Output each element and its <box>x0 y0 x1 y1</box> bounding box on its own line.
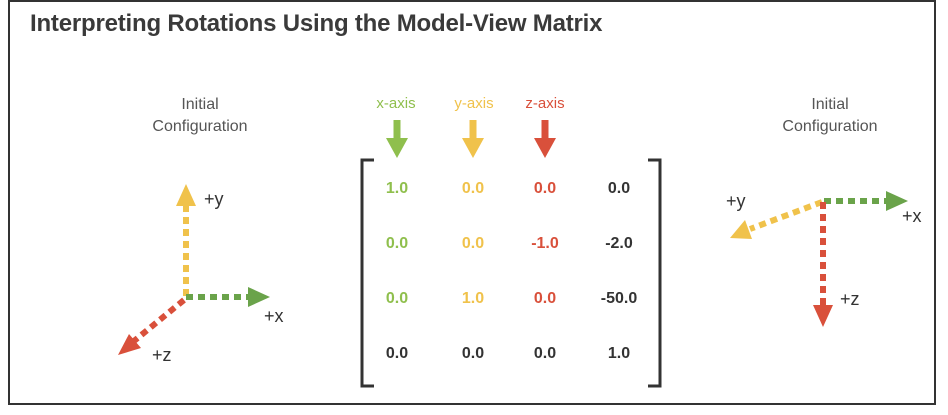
right-y-axis-label: +y <box>726 191 746 211</box>
z-axis-header-arrow <box>534 120 556 158</box>
right-z-axis-label: +z <box>840 289 860 309</box>
matrix-cell-r2-c4: -2.0 <box>605 235 633 252</box>
matrix-cell-r2-c1: 0.0 <box>385 235 409 252</box>
right-x-axis-arrow <box>824 191 908 211</box>
left-caption-line1: Initial <box>181 96 219 113</box>
y-axis-header-arrow <box>462 120 484 158</box>
right-y-axis-arrow <box>730 199 824 239</box>
matrix-cell-r1-c3: 0.0 <box>533 180 557 197</box>
col-header-y-axis: y-axis <box>454 95 494 112</box>
right-z-axis-arrow <box>813 202 833 327</box>
matrix-cell-r1-c1: 1.0 <box>385 180 409 197</box>
right-caption-line1: Initial <box>811 96 849 113</box>
matrix-cell-r1-c4: 0.0 <box>607 180 631 197</box>
matrix-cell-r3-c3: 0.0 <box>533 290 557 307</box>
diagram-frame: Interpreting Rotations Using the Model-V… <box>8 0 936 405</box>
matrix-cell-r4-c2: 0.0 <box>461 345 485 362</box>
left-caption-line2: Configuration <box>152 118 248 135</box>
matrix-right-bracket <box>648 158 662 388</box>
matrix-cell-r4-c4: 1.0 <box>607 345 631 362</box>
matrix-cell-r3-c2: 1.0 <box>461 290 485 307</box>
left-x-axis-label: +x <box>264 306 284 326</box>
matrix-cell-r2-c2: 0.0 <box>461 235 485 252</box>
col-header-z-axis: z-axis <box>525 95 565 112</box>
matrix-cell-r4-c1: 0.0 <box>385 345 409 362</box>
x-axis-header-arrow <box>386 120 408 158</box>
left-x-axis-arrow <box>186 287 270 307</box>
left-z-axis-label: +z <box>152 345 172 365</box>
right-x-axis-label: +x <box>902 206 922 226</box>
matrix-cell-r3-c1: 0.0 <box>385 290 409 307</box>
right-caption-line2: Configuration <box>782 118 878 135</box>
matrix-cell-r2-c3: -1.0 <box>531 235 559 252</box>
matrix-left-bracket <box>360 158 374 388</box>
left-y-axis-label: +y <box>204 189 224 209</box>
matrix-cell-r3-c4: -50.0 <box>600 290 638 307</box>
page-title: Interpreting Rotations Using the Model-V… <box>30 10 603 37</box>
matrix-cell-r4-c3: 0.0 <box>533 345 557 362</box>
left-z-axis-arrow <box>118 297 186 355</box>
matrix-cell-r1-c2: 0.0 <box>461 180 485 197</box>
col-header-x-axis: x-axis <box>376 95 416 112</box>
left-y-axis-arrow <box>176 184 196 296</box>
